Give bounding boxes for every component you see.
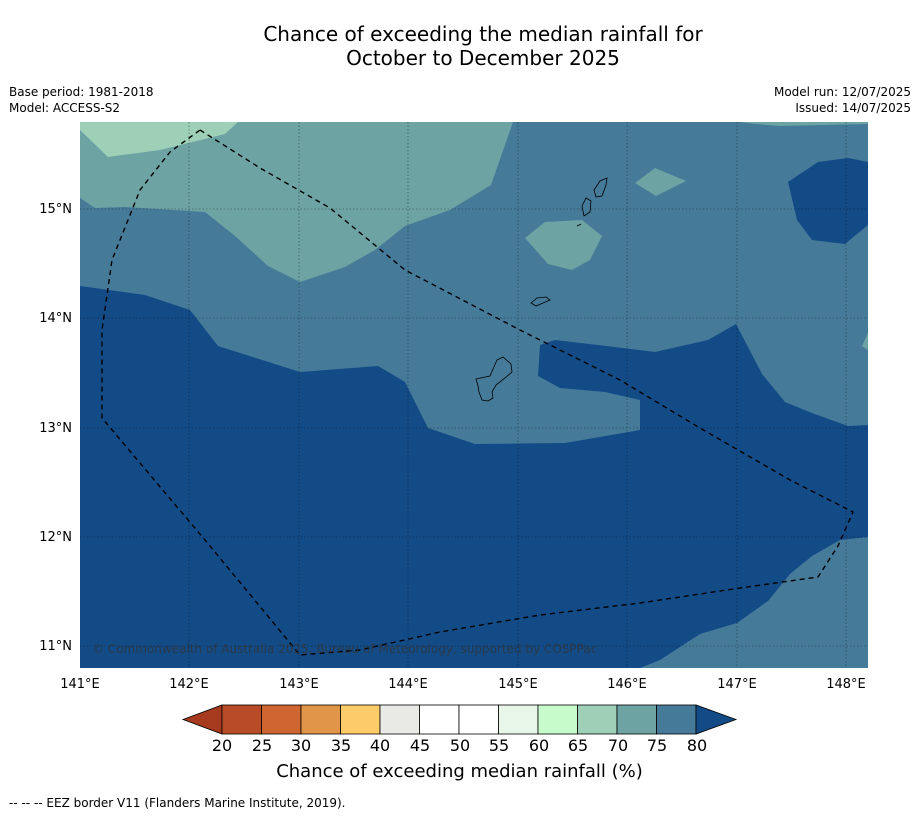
graticule <box>80 122 868 668</box>
colorbar-bin <box>577 704 618 735</box>
colorbar-tick-label: 20 <box>211 736 233 755</box>
colorbar-tick-label: 50 <box>449 736 471 755</box>
islands <box>475 177 608 402</box>
region-80-northeast <box>788 158 868 244</box>
rota-island <box>530 296 551 307</box>
lon-label: 145°E <box>498 677 538 692</box>
colorbar-tick-label: 70 <box>607 736 629 755</box>
lon-label: 148°E <box>826 677 866 692</box>
colorbar <box>181 704 738 735</box>
colorbar-extend-high <box>695 704 738 735</box>
guam-island <box>475 356 513 402</box>
region-70-islet-1 <box>525 220 602 270</box>
colorbar-tick-label: 75 <box>646 736 668 755</box>
colorbar-bin <box>458 704 499 735</box>
lon-label: 147°E <box>717 677 757 692</box>
lon-axis: 141°E 142°E 143°E 144°E 145°E 146°E 147°… <box>60 677 866 692</box>
footnote: -- -- -- EEZ border V11 (Flanders Marine… <box>9 796 346 810</box>
lon-label: 146°E <box>607 677 647 692</box>
lon-label: 144°E <box>388 677 428 692</box>
colorbar-bin <box>616 704 657 735</box>
lat-label: 12°N <box>39 530 72 545</box>
model-run: Model run: 12/07/2025 <box>773 85 911 99</box>
title-line-1: Chance of exceeding the median rainfall … <box>263 22 703 46</box>
meta-right: Model run: 12/07/2025 Issued: 14/07/2025 <box>774 84 911 116</box>
colorbar-title: Chance of exceeding median rainfall (%) <box>276 761 643 782</box>
colorbar-tick-label: 25 <box>251 736 273 755</box>
title-line-2: October to December 2025 <box>346 46 620 70</box>
base-period: Base period: 1981-2018 <box>9 85 154 99</box>
region-70-north-strip <box>740 122 868 126</box>
colorbar-bin <box>419 704 460 735</box>
lat-label: 14°N <box>39 311 72 326</box>
colorbar-tick-label: 60 <box>528 736 550 755</box>
colorbar-tick-label: 55 <box>488 736 510 755</box>
colorbar-tick-label: 80 <box>686 736 708 755</box>
lat-label: 13°N <box>39 421 72 436</box>
meta-left: Base period: 1981-2018 Model: ACCESS-S2 <box>9 84 154 116</box>
colorbar-extend-low <box>181 704 223 735</box>
lat-axis: 15°N 14°N 13°N 12°N 11°N <box>39 202 72 654</box>
colorbar-tick-label: 40 <box>369 736 391 755</box>
lat-label: 15°N <box>39 202 72 217</box>
colorbar-tick-label: 65 <box>567 736 589 755</box>
colorbar-bin <box>379 704 420 735</box>
colorbar-bin <box>261 704 302 735</box>
colorbar-bin <box>340 704 381 735</box>
model-name: Model: ACCESS-S2 <box>9 101 121 115</box>
colorbar-tick-label: 30 <box>290 736 312 755</box>
map-area <box>80 122 868 668</box>
colorbar-tick-label: 45 <box>409 736 431 755</box>
region-70-islet-2 <box>635 168 686 196</box>
colorbar-bin <box>656 704 697 735</box>
colorbar-bin <box>221 704 262 735</box>
colorbar-tick-label: 35 <box>330 736 352 755</box>
region-70 <box>80 122 513 282</box>
colorbar-bin <box>537 704 578 735</box>
tinian-island <box>581 197 592 217</box>
colorbar-bin <box>498 704 539 735</box>
lon-label: 143°E <box>279 677 319 692</box>
saipan-island <box>593 177 608 198</box>
eez-border <box>101 129 854 656</box>
lat-label: 11°N <box>39 639 72 654</box>
island-small-dash <box>576 223 582 227</box>
lon-label: 141°E <box>60 677 100 692</box>
lon-label: 142°E <box>169 677 209 692</box>
region-75-southeast <box>640 537 868 668</box>
copyright-text: © Commonwealth of Australia 2025, Bureau… <box>92 642 597 656</box>
colorbar-bin <box>300 704 341 735</box>
issued-date: Issued: 14/07/2025 <box>795 101 911 115</box>
map-title: Chance of exceeding the median rainfall … <box>0 22 919 70</box>
region-70-edge <box>862 333 868 350</box>
